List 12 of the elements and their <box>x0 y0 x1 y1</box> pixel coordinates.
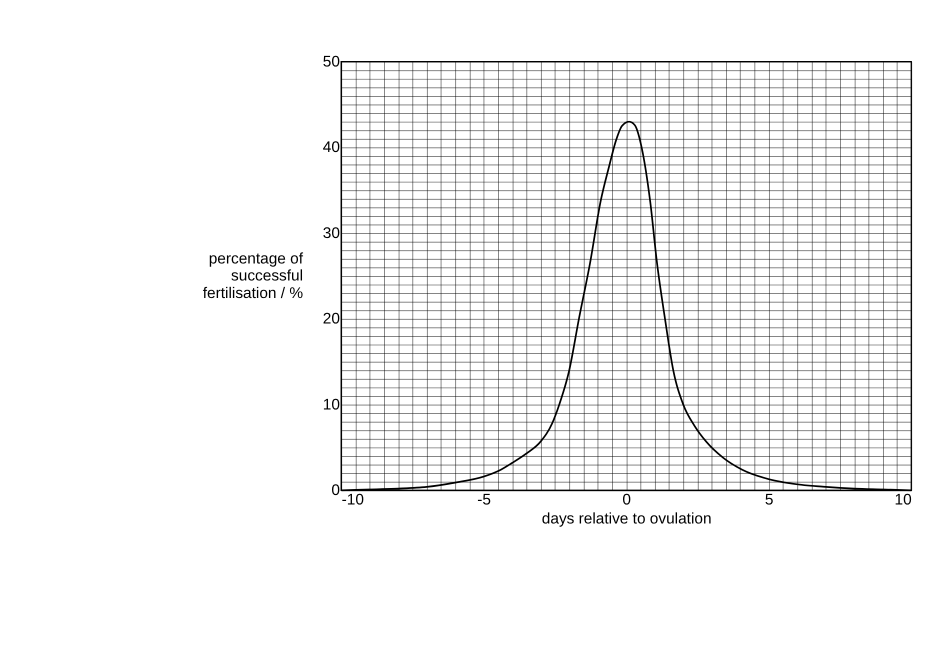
y-tick-label: 50 <box>322 53 340 70</box>
x-tick-label: -10 <box>342 491 364 508</box>
y-tick-label: 10 <box>322 396 340 414</box>
x-tick-label: 0 <box>622 491 631 508</box>
y-axis-title: percentage of successful fertilisation / % <box>202 250 304 302</box>
x-tick-label: 5 <box>764 491 774 508</box>
x-axis-title: days relative to ovulation <box>542 510 712 528</box>
x-tick-label: 10 <box>894 491 912 508</box>
y-tick-label: 20 <box>322 310 340 328</box>
y-tick-label: 40 <box>322 139 340 156</box>
y-tick-label: 30 <box>322 224 340 242</box>
x-tick-label: -5 <box>477 491 492 508</box>
